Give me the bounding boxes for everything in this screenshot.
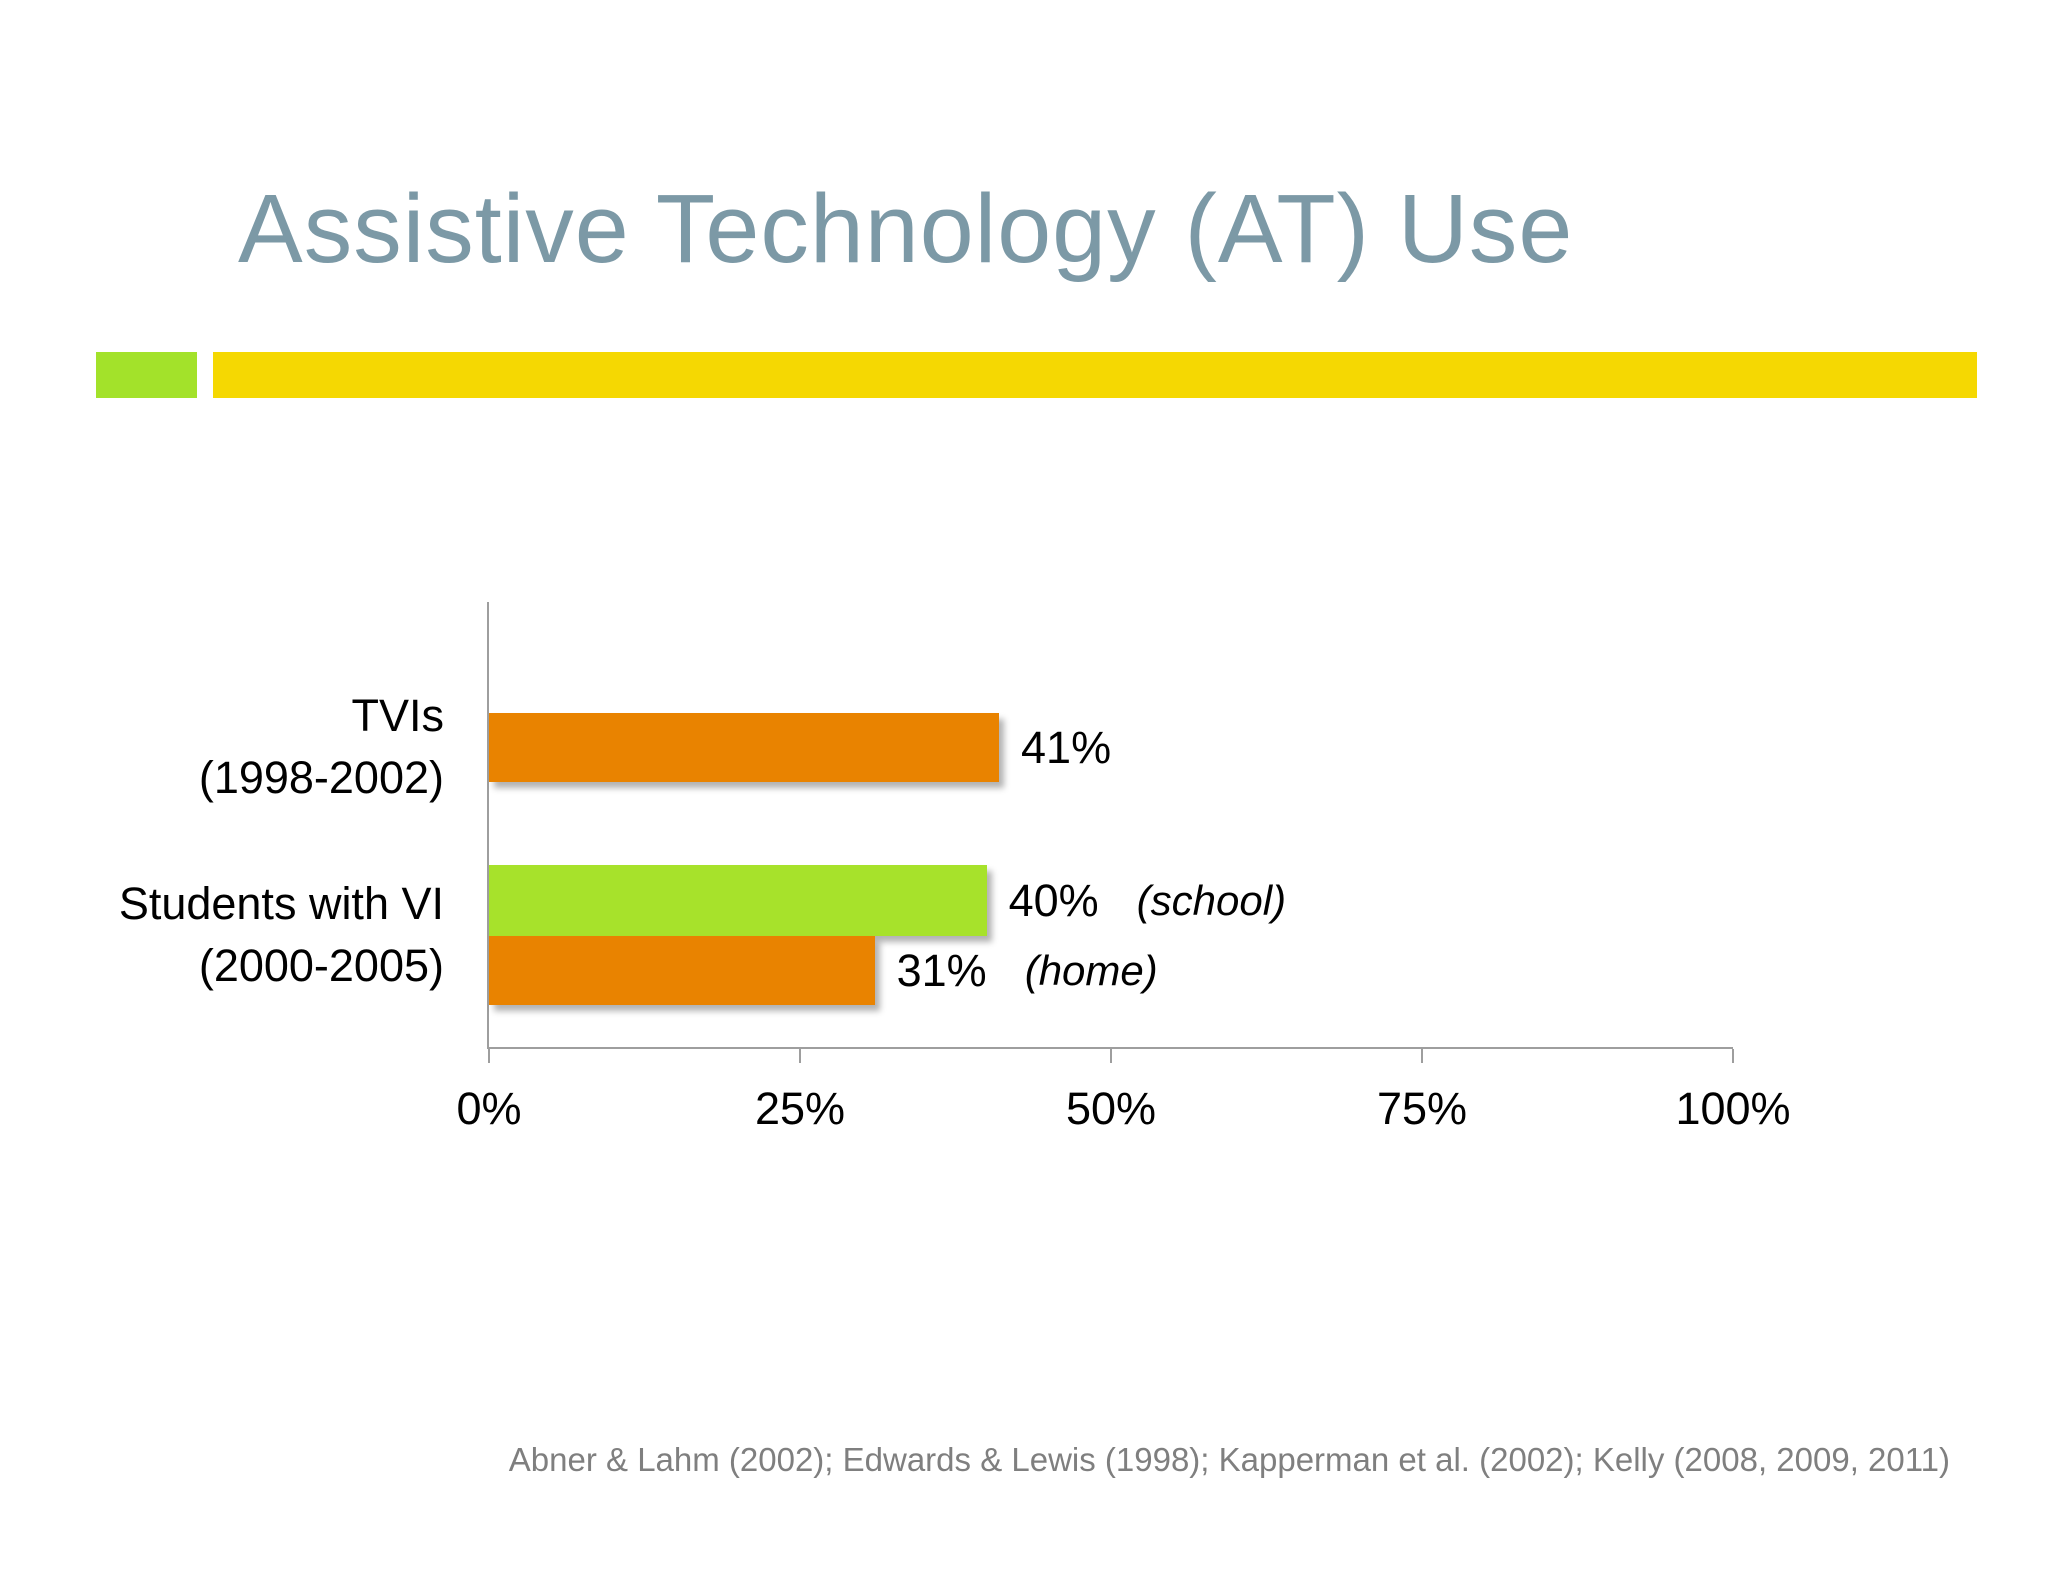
- x-axis-tick-25: [799, 1049, 801, 1063]
- category-label-students-line1: Students with VI: [118, 878, 444, 929]
- x-axis-tick-0: [488, 1049, 490, 1063]
- x-axis-label-25: 25%: [754, 1083, 846, 1134]
- category-label-students-line2: (2000-2005): [198, 940, 444, 991]
- value-label-school: 40% (school): [1009, 875, 1286, 927]
- bar-row-tvis: 41%: [489, 713, 1733, 782]
- x-axis-label-100: 100%: [1675, 1083, 1791, 1134]
- bar-students-school: [489, 865, 987, 936]
- slide-title: Assistive Technology (AT) Use: [238, 174, 1574, 283]
- value-label-tvis-percent: 41%: [1021, 721, 1112, 773]
- category-label-tvis-line2: (1998-2002): [198, 752, 444, 803]
- category-label-students-with-vi: Students with VI (2000-2005): [119, 873, 444, 997]
- citation: Abner & Lahm (2002); Edwards & Lewis (19…: [508, 1441, 1950, 1478]
- accent-yellow-bar: [213, 352, 1977, 398]
- value-label-school-percent: 40%: [1008, 874, 1099, 926]
- value-label-tvis: 41%: [1021, 722, 1149, 774]
- bar-row-students-home: 31% (home): [489, 936, 1733, 1005]
- value-label-school-annotation: (school): [1136, 876, 1287, 924]
- bar-row-students-school: 40% (school): [489, 865, 1733, 936]
- x-axis-label-0: 0%: [456, 1083, 522, 1134]
- x-axis-tick-100: [1732, 1049, 1734, 1063]
- accent-green-block: [96, 352, 197, 398]
- value-label-home-annotation: (home): [1024, 946, 1158, 994]
- value-label-home-percent: 31%: [896, 944, 987, 996]
- x-axis-tick-75: [1421, 1049, 1423, 1063]
- plot-area: 41% 40% (school) 31% (home) 0% 25% 50% 7: [456, 602, 1791, 1134]
- category-label-tvis: TVIs (1998-2002): [199, 685, 444, 809]
- bar-tvis-at-use: [489, 713, 1000, 782]
- x-axis-label-75: 75%: [1376, 1083, 1468, 1134]
- x-axis-label-50: 50%: [1065, 1083, 1157, 1134]
- category-label-tvis-line1: TVIs: [351, 690, 444, 741]
- value-label-home: 31% (home): [897, 945, 1158, 997]
- x-axis-tick-50: [1110, 1049, 1112, 1063]
- bar-students-home: [489, 936, 875, 1005]
